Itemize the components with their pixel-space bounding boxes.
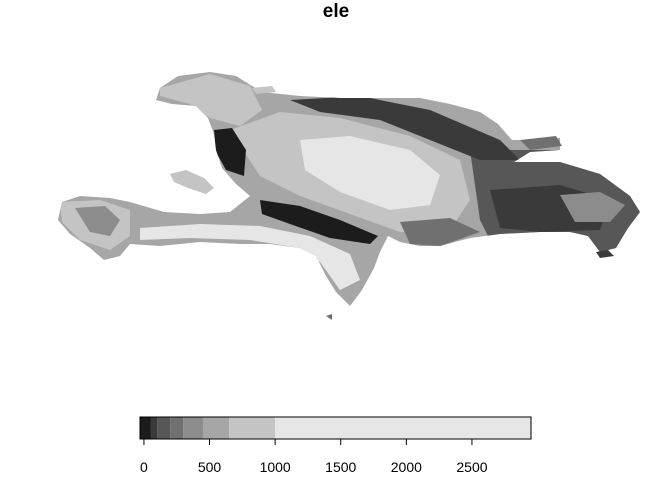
samana-peninsula bbox=[520, 136, 562, 150]
saona-island bbox=[596, 250, 614, 258]
gonave-island bbox=[170, 170, 214, 194]
legend-swatch bbox=[150, 417, 158, 439]
eastern-cordillera bbox=[560, 192, 625, 222]
legend-swatch bbox=[157, 417, 171, 439]
legend-ticks bbox=[143, 439, 473, 445]
cibao-valley bbox=[290, 96, 520, 160]
legend-tick-label: 2500 bbox=[456, 459, 488, 475]
legend-swatch bbox=[275, 417, 531, 439]
legend-swatch bbox=[140, 417, 151, 439]
beata-island bbox=[326, 314, 332, 320]
western-gulf-coast bbox=[214, 128, 246, 176]
legend-tick-label: 1500 bbox=[325, 459, 357, 475]
southern-ridge bbox=[140, 224, 360, 290]
legend-swatch bbox=[183, 417, 203, 439]
cul-de-sac-depression bbox=[260, 200, 378, 244]
legend-tick-label: 1000 bbox=[259, 459, 291, 475]
legend-border bbox=[139, 416, 532, 440]
legend-swatch bbox=[202, 417, 230, 439]
legend-tick-label: 500 bbox=[197, 459, 222, 475]
map-title: ele bbox=[322, 1, 350, 22]
legend-tick-label: 0 bbox=[140, 459, 148, 475]
tortuga-island bbox=[252, 86, 276, 94]
legend-tick-label: 2000 bbox=[390, 459, 422, 475]
central-peaks bbox=[300, 136, 440, 210]
legend-colorbar bbox=[139, 416, 532, 440]
northwest-highlands bbox=[160, 74, 262, 126]
south-coast-dark bbox=[400, 218, 480, 246]
southwest-tip-peaks bbox=[75, 206, 120, 236]
legend-swatch bbox=[170, 417, 184, 439]
legend-swatch bbox=[229, 417, 276, 439]
